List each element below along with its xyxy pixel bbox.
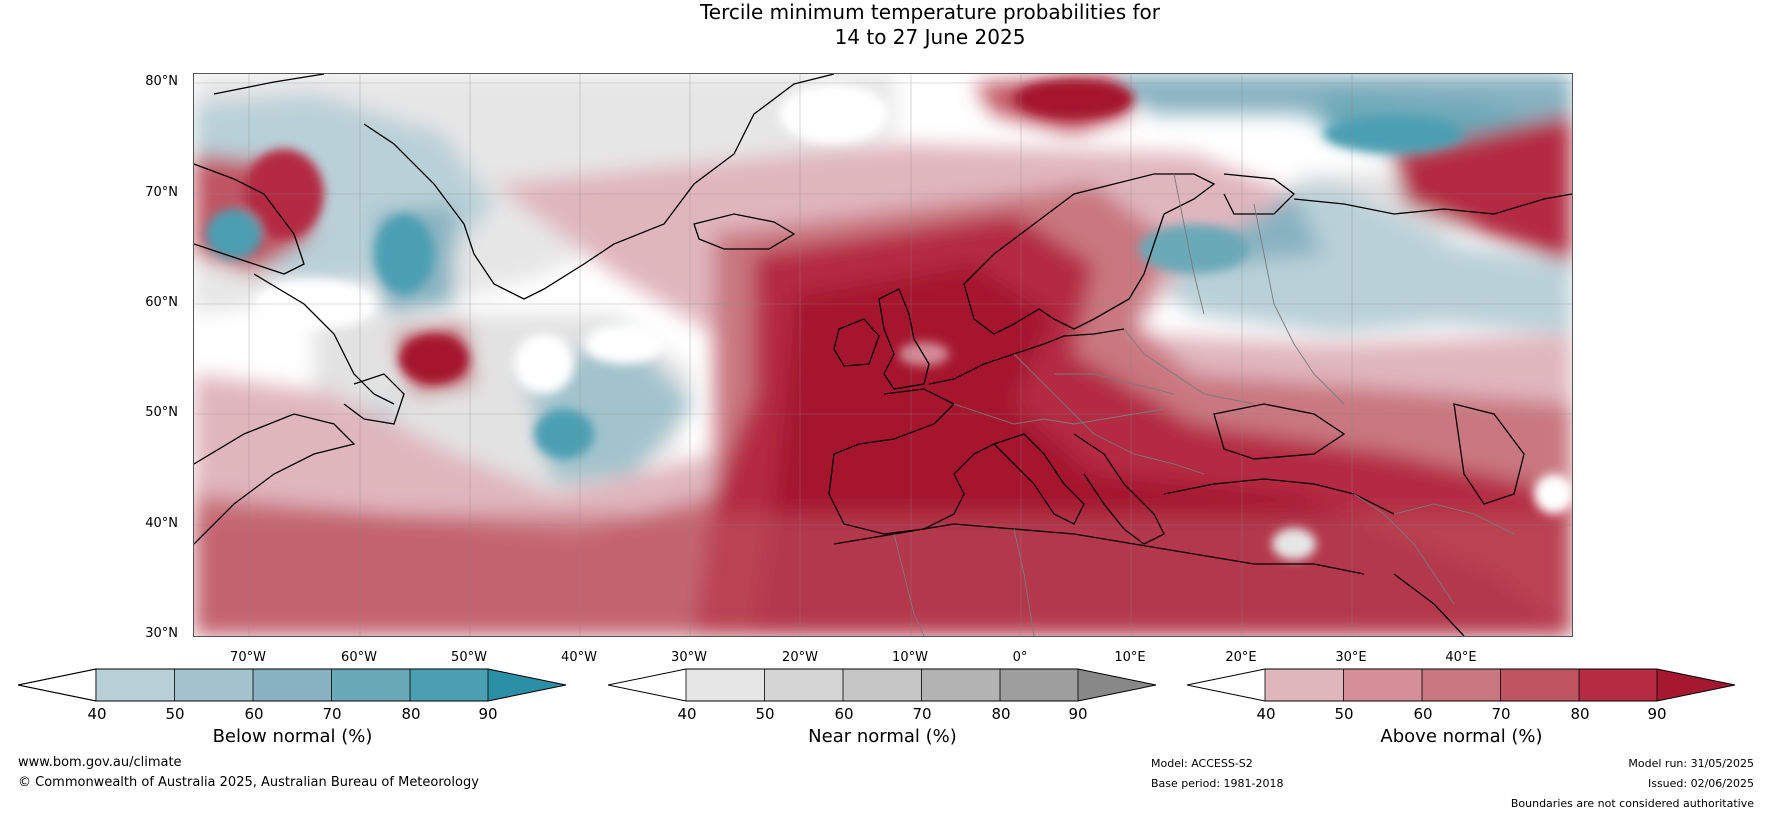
model-run-date: Model run: 31/05/2025: [1628, 757, 1754, 770]
lat-label-30n: 30°N: [145, 626, 178, 641]
lon-label-0: 0°: [1012, 650, 1028, 665]
near-tick-70: 70: [912, 705, 932, 723]
lon-label-10w: 10°W: [892, 650, 928, 665]
lat-label-80n: 80°N: [145, 74, 178, 89]
issued-date: Issued: 02/06/2025: [1647, 777, 1754, 790]
above-tick-80: 80: [1570, 705, 1590, 723]
lon-label-40e: 40°E: [1445, 650, 1477, 665]
below-colorbar-title: Below normal (%): [212, 726, 373, 747]
near-tick-60: 60: [834, 705, 854, 723]
near-tick-90: 90: [1068, 705, 1088, 723]
above-tick-40: 40: [1256, 705, 1276, 723]
colorbar-near: [608, 668, 1157, 702]
below-tick-90: 90: [478, 705, 498, 723]
lat-label-60n: 60°N: [145, 295, 178, 310]
above-tick-60: 60: [1413, 705, 1433, 723]
below-tick-40: 40: [87, 705, 107, 723]
below-tick-60: 60: [244, 705, 264, 723]
lat-label-50n: 50°N: [145, 405, 178, 420]
graticule: [194, 74, 1572, 636]
colorbar-above: [1187, 668, 1736, 702]
lon-label-60w: 60°W: [341, 650, 377, 665]
lon-label-10e: 10°E: [1114, 650, 1146, 665]
near-tick-80: 80: [991, 705, 1011, 723]
lon-label-50w: 50°W: [451, 650, 487, 665]
forecast-map: [193, 73, 1573, 637]
lon-label-30w: 30°W: [671, 650, 707, 665]
above-tick-90: 90: [1647, 705, 1667, 723]
base-period: Base period: 1981-2018: [1151, 777, 1284, 790]
website-link[interactable]: www.bom.gov.au/climate: [18, 755, 182, 770]
near-colorbar-title: Near normal (%): [808, 726, 957, 747]
colorbar-below: [18, 668, 567, 702]
lon-label-70w: 70°W: [230, 650, 266, 665]
copyright-text: © Commonwealth of Australia 2025, Austra…: [18, 775, 479, 790]
lat-label-70n: 70°N: [145, 185, 178, 200]
boundaries-disclaimer: Boundaries are not considered authoritat…: [1510, 797, 1754, 810]
coastlines: [194, 74, 1572, 636]
title-line-1: Tercile minimum temperature probabilitie…: [699, 0, 1161, 24]
title-line-2: 14 to 27 June 2025: [834, 25, 1026, 49]
lon-label-30e: 30°E: [1335, 650, 1367, 665]
probability-detail: [206, 79, 1572, 560]
near-tick-40: 40: [677, 705, 697, 723]
lat-label-40n: 40°N: [145, 516, 178, 531]
near-tick-50: 50: [755, 705, 775, 723]
lon-label-40w: 40°W: [561, 650, 597, 665]
above-colorbar-title: Above normal (%): [1380, 726, 1543, 747]
below-tick-50: 50: [165, 705, 185, 723]
below-tick-70: 70: [322, 705, 342, 723]
lon-label-20e: 20°E: [1225, 650, 1257, 665]
lon-label-20w: 20°W: [782, 650, 818, 665]
model-name: Model: ACCESS-S2: [1151, 757, 1253, 770]
borders: [893, 173, 1515, 636]
map-title: Tercile minimum temperature probabilitie…: [0, 0, 1770, 50]
map-svg: [194, 74, 1572, 636]
below-tick-80: 80: [401, 705, 421, 723]
above-tick-50: 50: [1334, 705, 1354, 723]
above-tick-70: 70: [1491, 705, 1511, 723]
